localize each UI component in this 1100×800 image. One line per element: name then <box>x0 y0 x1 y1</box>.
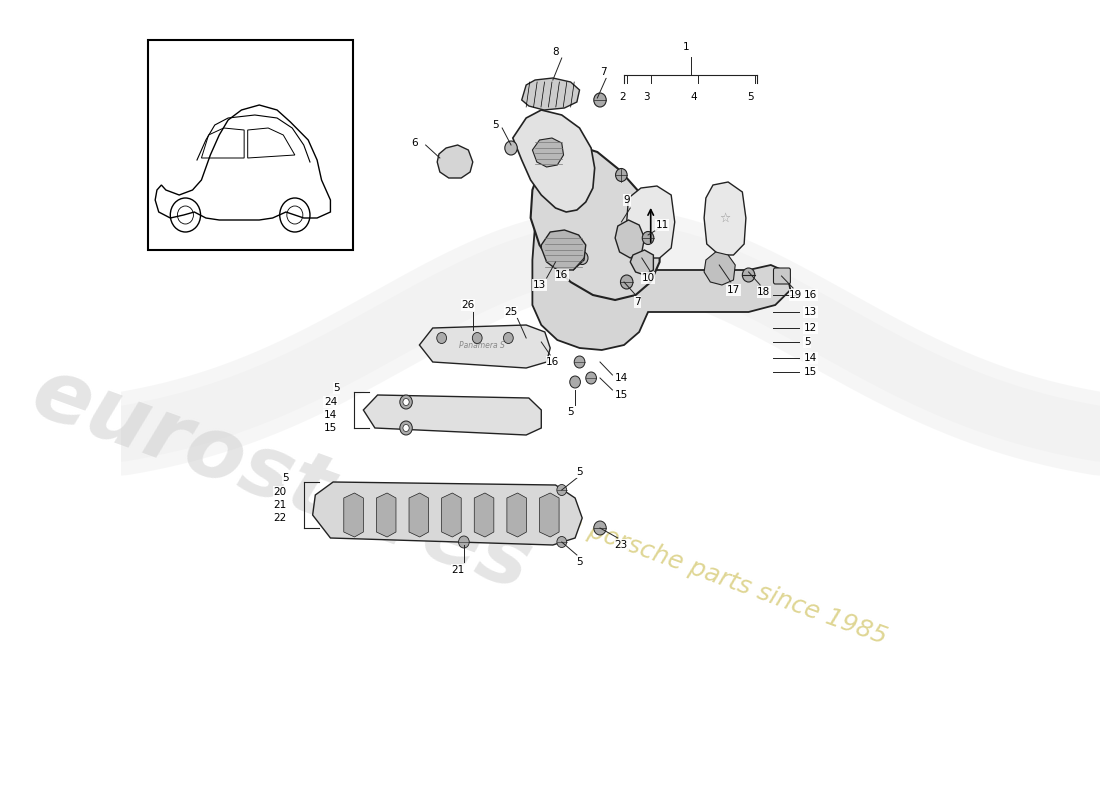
Text: a porsche parts since 1985: a porsche parts since 1985 <box>563 510 890 650</box>
Text: 21: 21 <box>273 500 286 510</box>
Polygon shape <box>474 493 494 537</box>
Text: 7: 7 <box>601 67 607 77</box>
Text: 5: 5 <box>492 120 498 130</box>
Text: 16: 16 <box>804 290 817 300</box>
Circle shape <box>576 251 588 265</box>
Text: 12: 12 <box>804 323 817 333</box>
Polygon shape <box>627 186 674 258</box>
Polygon shape <box>312 482 582 545</box>
Circle shape <box>557 537 566 547</box>
Text: 15: 15 <box>804 367 817 377</box>
Text: 8: 8 <box>552 47 559 57</box>
FancyBboxPatch shape <box>773 268 791 284</box>
Text: 11: 11 <box>656 220 669 230</box>
Polygon shape <box>507 493 527 537</box>
Polygon shape <box>441 493 461 537</box>
Text: 6: 6 <box>411 138 418 148</box>
Polygon shape <box>532 138 563 167</box>
Text: 22: 22 <box>273 513 286 523</box>
Text: 17: 17 <box>727 285 740 295</box>
Circle shape <box>403 425 409 431</box>
Polygon shape <box>704 182 746 255</box>
Bar <box>148 40 353 250</box>
Polygon shape <box>532 185 791 350</box>
Text: eurostores: eurostores <box>21 351 542 609</box>
Circle shape <box>570 376 581 388</box>
Text: 26: 26 <box>462 300 475 310</box>
Text: 18: 18 <box>757 287 770 297</box>
Text: 23: 23 <box>615 540 628 550</box>
Circle shape <box>620 275 632 289</box>
Circle shape <box>594 521 606 535</box>
Polygon shape <box>344 493 363 537</box>
Polygon shape <box>539 493 559 537</box>
Text: 2: 2 <box>619 92 626 102</box>
Circle shape <box>642 231 653 245</box>
Text: 5: 5 <box>568 407 574 417</box>
Circle shape <box>557 485 566 495</box>
Text: 20: 20 <box>273 487 286 497</box>
Text: 9: 9 <box>624 195 630 205</box>
Text: ☆: ☆ <box>719 211 730 225</box>
Text: 5: 5 <box>576 557 583 567</box>
Text: 5: 5 <box>333 383 340 393</box>
Polygon shape <box>541 230 586 270</box>
Text: 5: 5 <box>283 473 289 483</box>
Text: 4: 4 <box>690 92 696 102</box>
Text: 5: 5 <box>804 337 811 347</box>
Circle shape <box>594 93 606 107</box>
Text: 25: 25 <box>505 307 518 317</box>
Circle shape <box>399 421 412 435</box>
Polygon shape <box>530 145 660 300</box>
Text: 13: 13 <box>532 280 546 290</box>
Text: 14: 14 <box>615 373 628 383</box>
Text: 15: 15 <box>323 423 337 433</box>
Text: 14: 14 <box>323 410 337 420</box>
Polygon shape <box>615 220 645 258</box>
Text: 16: 16 <box>547 357 560 367</box>
Circle shape <box>586 372 596 384</box>
Circle shape <box>399 395 412 409</box>
Text: 5: 5 <box>747 92 754 102</box>
Circle shape <box>437 333 447 343</box>
Text: 7: 7 <box>634 297 640 307</box>
Polygon shape <box>419 325 550 368</box>
Text: 3: 3 <box>644 92 650 102</box>
Circle shape <box>403 398 409 406</box>
Text: 21: 21 <box>451 565 464 575</box>
Circle shape <box>616 169 627 182</box>
Text: 15: 15 <box>615 390 628 400</box>
Text: 19: 19 <box>789 290 802 300</box>
Polygon shape <box>630 250 653 275</box>
Circle shape <box>505 141 517 155</box>
Circle shape <box>742 268 755 282</box>
Text: 16: 16 <box>556 270 569 280</box>
Polygon shape <box>513 110 595 212</box>
Polygon shape <box>437 145 473 178</box>
Text: 24: 24 <box>323 397 337 407</box>
Polygon shape <box>363 395 541 435</box>
Polygon shape <box>704 252 735 285</box>
Text: Panamera S: Panamera S <box>459 342 505 350</box>
Circle shape <box>574 356 585 368</box>
Text: 5: 5 <box>576 467 583 477</box>
Polygon shape <box>409 493 429 537</box>
Text: 14: 14 <box>804 353 817 363</box>
Text: 10: 10 <box>641 273 654 283</box>
Circle shape <box>504 333 514 343</box>
Circle shape <box>472 333 482 343</box>
Text: 13: 13 <box>804 307 817 317</box>
Circle shape <box>459 536 470 548</box>
Polygon shape <box>376 493 396 537</box>
Polygon shape <box>521 78 580 110</box>
Text: 1: 1 <box>683 42 690 52</box>
